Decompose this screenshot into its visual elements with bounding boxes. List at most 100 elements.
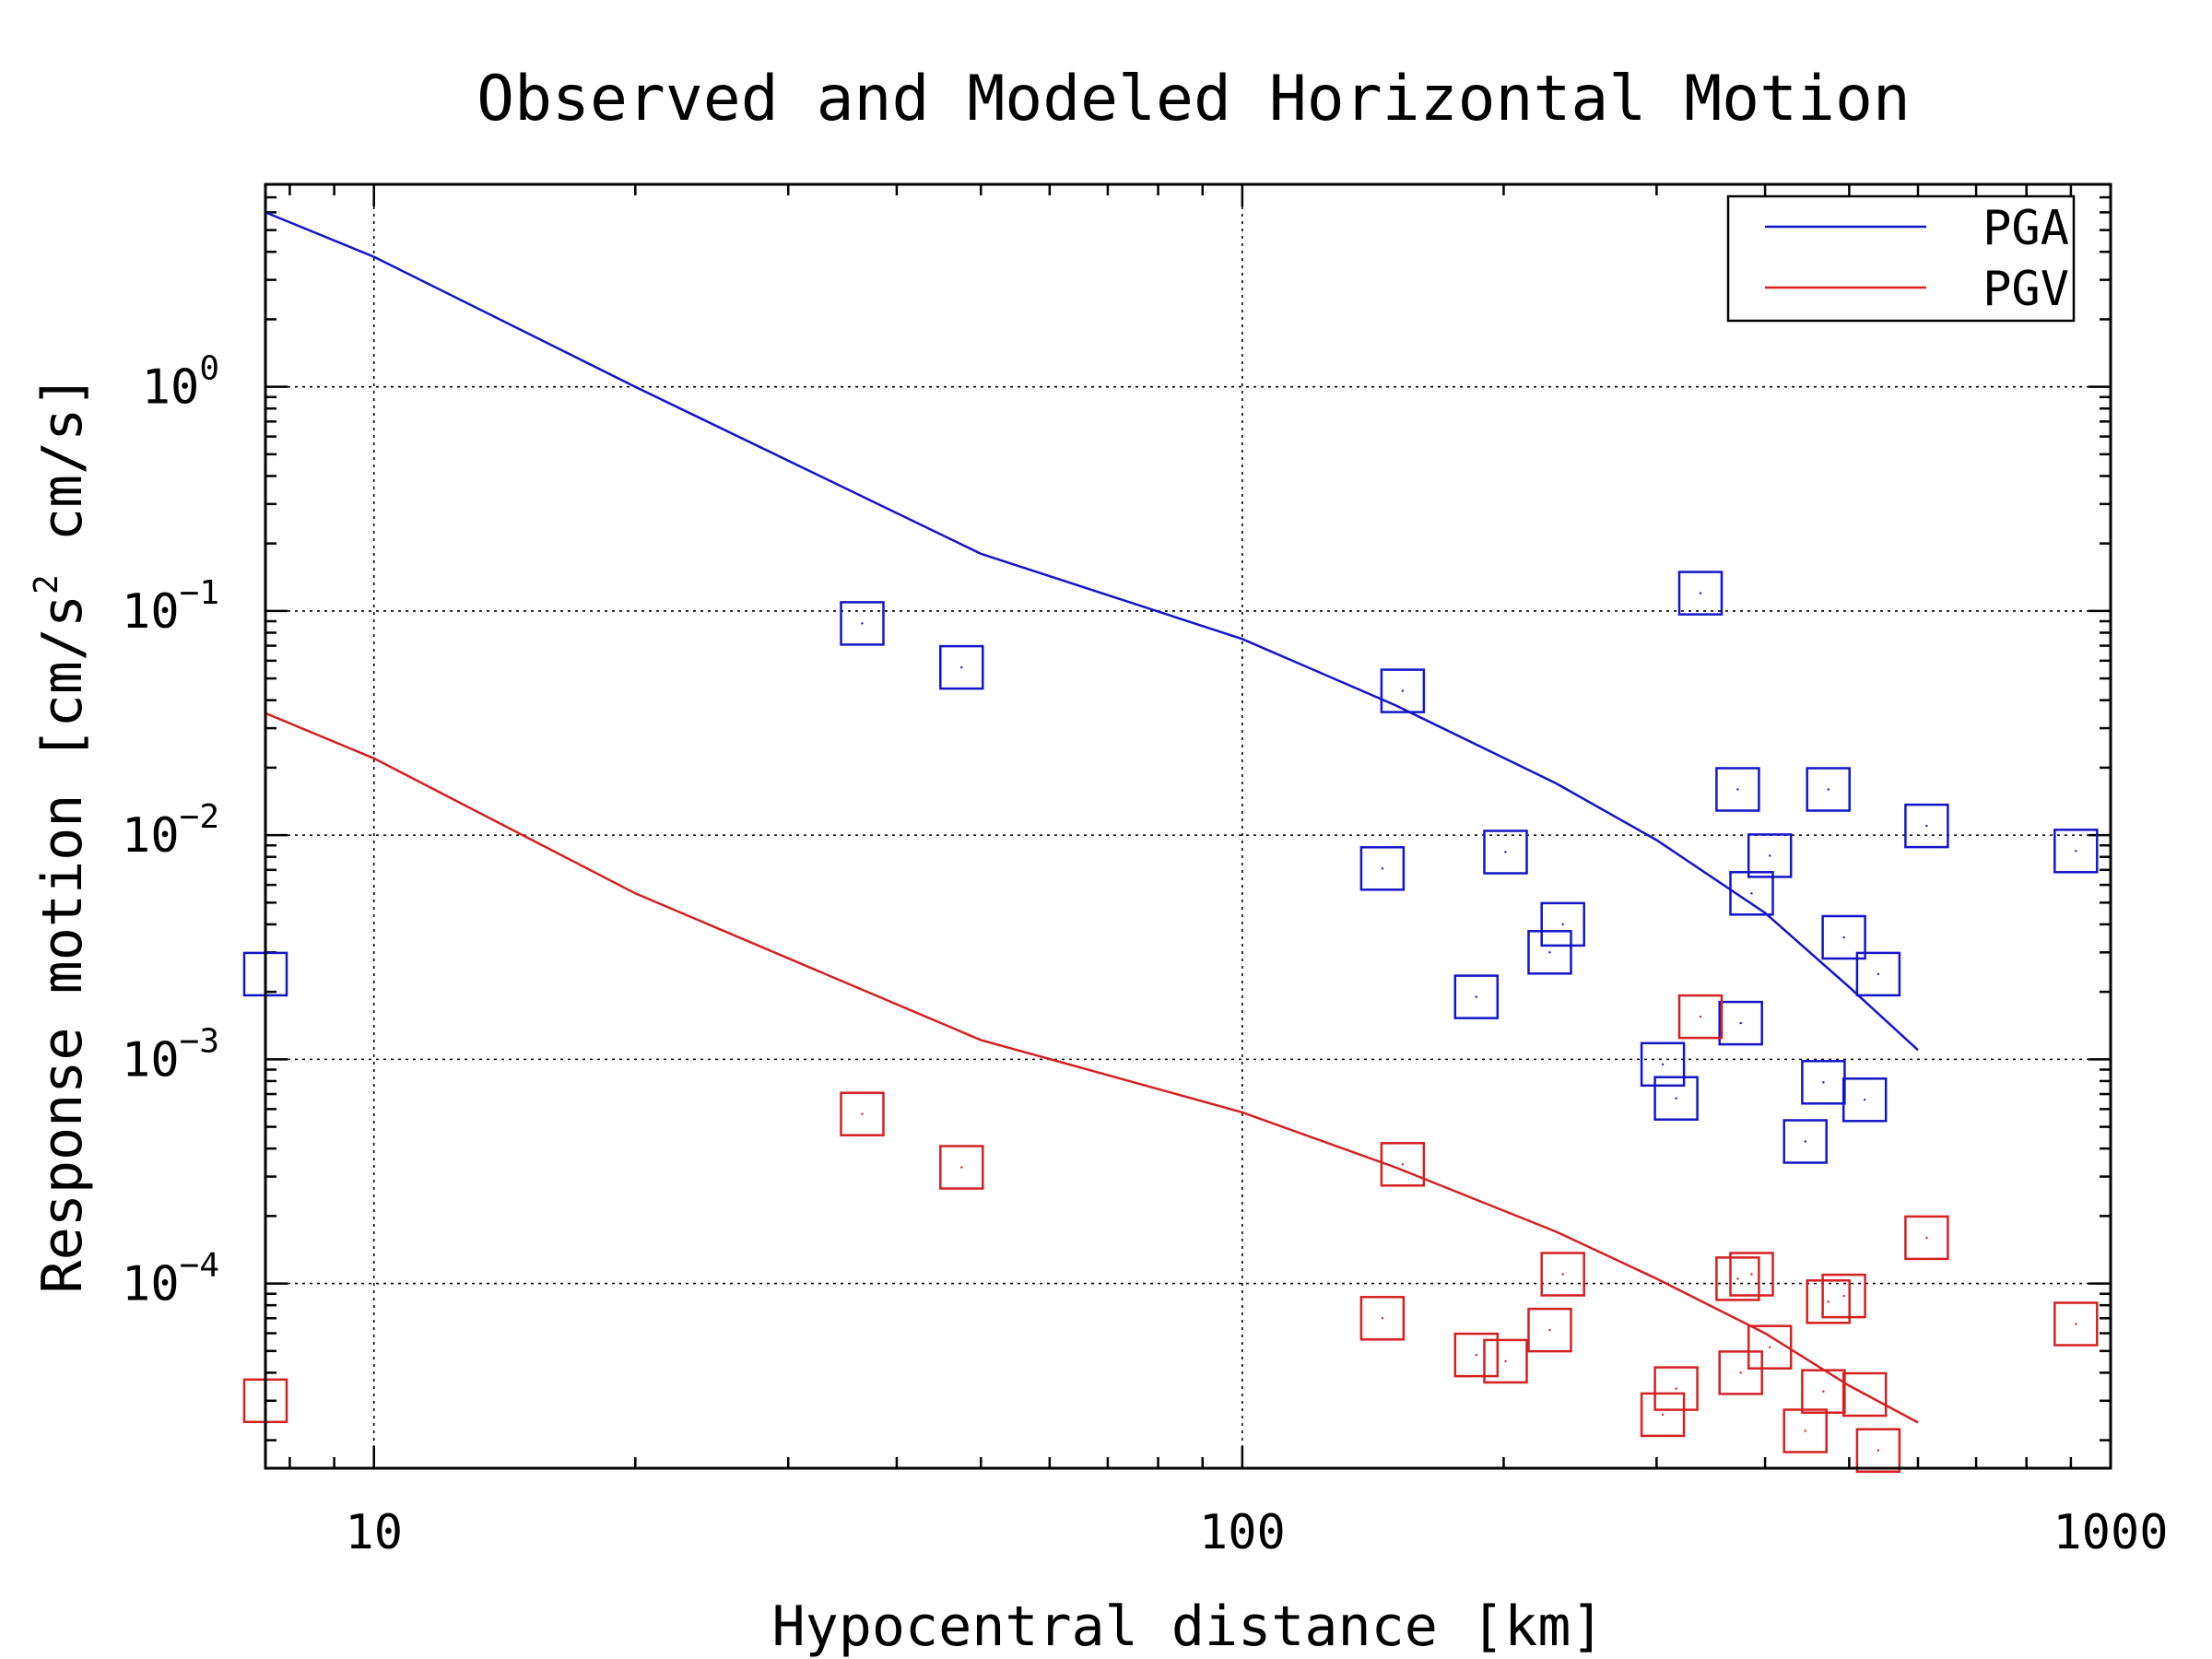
y-tick-label: 10−2 (122, 798, 219, 864)
marker-dot-pgv-observed (1561, 1273, 1564, 1276)
marker-dot-pga-observed (2075, 850, 2077, 853)
y-axis-label-unit: cm/s] (30, 374, 95, 574)
marker-pgv-observed (1540, 1252, 1585, 1297)
marker-pgv-observed (1453, 1332, 1500, 1378)
marker-dot-pga-observed (1804, 1140, 1806, 1143)
marker-dot-pga-observed (1750, 892, 1753, 895)
marker-dot-pga-observed (1504, 851, 1507, 853)
marker-pga-observed (1715, 767, 1760, 812)
marker-pga-observed (1783, 1119, 1828, 1164)
y-axis-label: Response motion [cm/s2 cm/s] (28, 374, 95, 1293)
marker-dot-pga-observed (960, 665, 963, 669)
legend-label-pgv: PGV (1983, 262, 2069, 317)
marker-pgv-observed (1715, 1256, 1760, 1301)
marker-pgv-observed (1855, 1428, 1901, 1473)
marker-dot-pgv-observed (1699, 1015, 1702, 1018)
marker-dot-pga-observed (1877, 972, 1880, 976)
marker-dot-pgv-observed (1504, 1359, 1507, 1363)
marker-dot-pgv-observed (1661, 1413, 1665, 1417)
legend: PGA PGV (1726, 194, 2076, 323)
marker-dot-pgv-observed (1877, 1449, 1880, 1452)
marker-pgv-observed (1821, 1273, 1866, 1319)
marker-dot-pgv-observed (1822, 1390, 1825, 1393)
marker-dot-pgv-observed (1864, 1393, 1866, 1396)
marker-dot-pgv-observed (1925, 1236, 1928, 1240)
marker-pga-observed (1677, 571, 1724, 616)
marker-dot-pga-observed (1925, 824, 1928, 828)
marker-pgv-observed (1806, 1279, 1851, 1324)
x-tick-labels: 10 100 1000 (345, 1505, 2168, 1560)
marker-dot-pgv-observed (861, 1112, 864, 1115)
marker-pgv-observed (1729, 1252, 1774, 1297)
marker-pgv-observed (1783, 1408, 1828, 1453)
marker-dot-pga-observed (1475, 995, 1478, 998)
marker-dot-pgv-observed (1739, 1371, 1742, 1374)
marker-dot-pgv-observed (1475, 1353, 1478, 1357)
legend-label-pga: PGA (1983, 201, 2069, 256)
marker-pga-observed (1359, 846, 1406, 891)
marker-dot-pga-observed (1381, 867, 1384, 870)
plot-frame (264, 182, 2112, 1470)
marker-pga-observed (1806, 767, 1851, 812)
marker-pga-observed (1904, 803, 1949, 849)
series-line-pgv (265, 712, 1919, 1424)
marker-pgv-observed (1359, 1296, 1406, 1341)
marker-dot-pga-observed (1842, 935, 1845, 939)
marker-dot-pga-observed (1401, 689, 1405, 692)
marker-dot-pga-observed (1827, 788, 1830, 791)
marker-pga-observed (2053, 829, 2099, 874)
y-tick-label: 10−4 (122, 1247, 219, 1312)
x-tick-label: 1000 (2053, 1505, 2168, 1560)
marker-pga-observed (1483, 830, 1528, 875)
y-tick-label: 10−3 (122, 1022, 219, 1088)
y-tick-label: 10−1 (122, 574, 219, 640)
marker-dot-pga-observed (1822, 1081, 1825, 1084)
marker-dot-pga-observed (1661, 1063, 1665, 1066)
y-axis-label-main: Response motion [cm/s (30, 594, 95, 1294)
marker-dot-pgv-observed (960, 1166, 963, 1169)
x-tick-label: 10 (345, 1505, 403, 1560)
marker-dot-pga-observed (1739, 1021, 1742, 1025)
marker-pga-observed (1841, 1077, 1888, 1123)
marker-pgv-observed (840, 1091, 885, 1136)
y-tick-label: 100 (142, 350, 219, 416)
marker-dot-pga-observed (1699, 592, 1702, 594)
marker-dot-pgv-observed (1804, 1430, 1806, 1432)
marker-dot-pga-observed (1675, 1097, 1677, 1100)
marker-pgv-observed (1718, 1350, 1763, 1395)
grid (265, 184, 2111, 1468)
marker-pgv-observed (1904, 1215, 1949, 1261)
chart-title: Observed and Modeled Horizontal Motion (477, 63, 1911, 135)
marker-dot-pgv-observed (1842, 1294, 1845, 1298)
marker-pgv-observed (1640, 1392, 1686, 1438)
marker-dot-pgv-observed (1769, 1346, 1771, 1348)
marker-dot-pgv-observed (1827, 1300, 1830, 1303)
marker-dot-pgv-observed (2075, 1323, 2077, 1325)
marker-pga-observed (840, 601, 885, 646)
marker-dot-pgv-observed (1548, 1328, 1551, 1332)
x-axis-label: Hypocentral distance [km] (771, 1594, 1604, 1659)
observed-markers (242, 571, 2099, 1473)
legend-box (1726, 194, 2076, 323)
marker-pgv-observed (1527, 1307, 1572, 1353)
marker-dot-pga-observed (1548, 951, 1551, 954)
y-tick-labels: 100 10−1 10−2 10−3 10−4 (122, 350, 219, 1312)
marker-pga-observed (1640, 1041, 1686, 1088)
model-lines (265, 211, 1919, 1424)
marker-pgv-observed (1380, 1142, 1426, 1187)
marker-dot-pgv-observed (1401, 1163, 1405, 1166)
marker-pgv-observed (1677, 994, 1724, 1040)
marker-pga-observed (1453, 974, 1500, 1019)
marker-dot-pgv-observed (1750, 1273, 1753, 1276)
marker-pga-observed (939, 644, 984, 690)
marker-pga-observed (1747, 833, 1793, 878)
marker-pga-observed (1527, 930, 1572, 975)
axis-ticks (265, 182, 2112, 1468)
marker-pgv-observed (2053, 1301, 2099, 1347)
marker-pga-observed (1729, 871, 1774, 916)
marker-dot-pga-observed (1864, 1099, 1866, 1101)
y-axis-label-sup: 2 (28, 574, 65, 594)
marker-dot-pgv-observed (1675, 1387, 1677, 1390)
marker-dot-pga-observed (1736, 788, 1739, 791)
x-tick-label: 100 (1199, 1505, 1286, 1560)
